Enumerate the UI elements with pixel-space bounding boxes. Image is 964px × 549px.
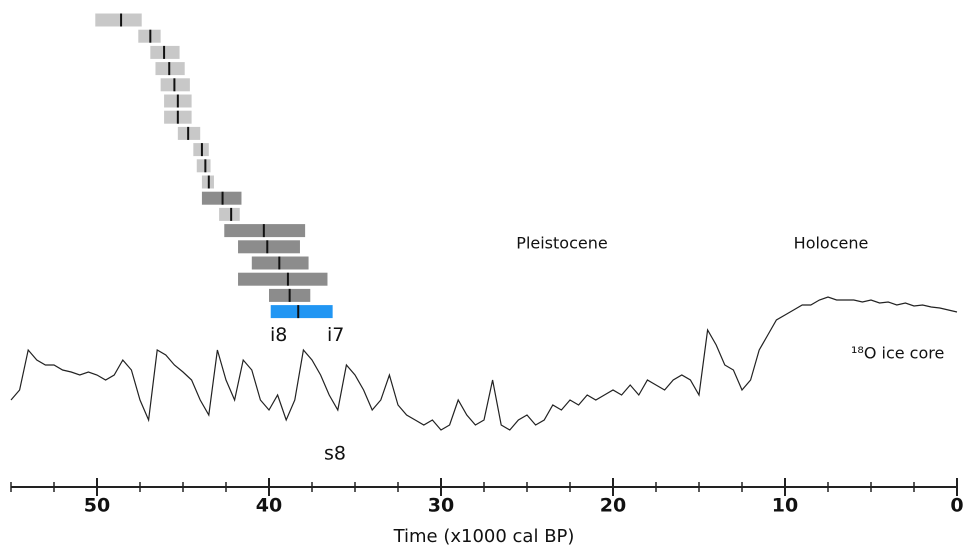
date-range (270, 305, 333, 319)
x-tick-label: 20 (600, 495, 626, 517)
series-label: ¹⁸O ice core (851, 344, 944, 363)
date-range (219, 207, 240, 221)
x-tick-label: 50 (84, 495, 110, 517)
date-range (95, 13, 142, 27)
period-label: Pleistocene (516, 234, 607, 253)
date-range (196, 159, 211, 173)
x-tick-label: 40 (256, 495, 282, 517)
x-axis-label: Time (x1000 cal BP) (393, 526, 575, 547)
date-range (238, 240, 300, 254)
annotation: s8 (324, 443, 346, 465)
data-line (10, 296, 958, 431)
x-tick-label: 0 (950, 495, 963, 517)
x-tick-label: 30 (428, 495, 454, 517)
period-label: Holocene (794, 234, 869, 253)
x-tick-label: 10 (772, 495, 798, 517)
date-range (238, 272, 328, 286)
annotation: i7 (327, 324, 344, 346)
annotation: i8 (270, 324, 287, 346)
